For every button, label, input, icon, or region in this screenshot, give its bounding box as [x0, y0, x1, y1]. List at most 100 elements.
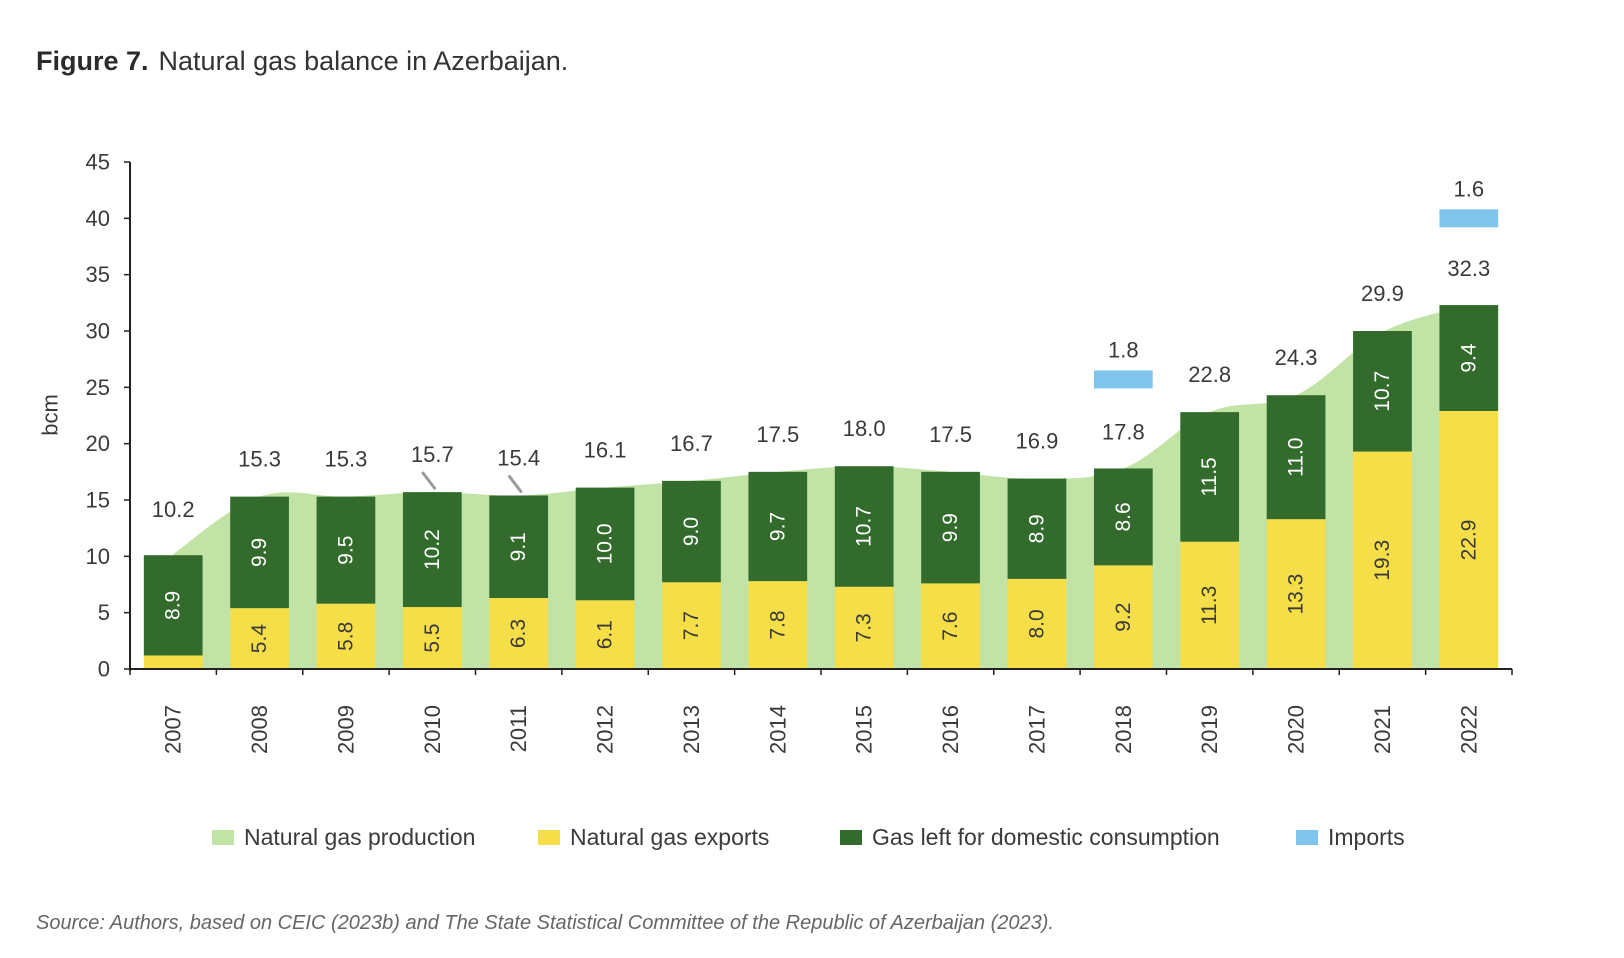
legend-item-exports: Natural gas exports	[538, 824, 769, 851]
x-tick-label-2011: 2011	[506, 705, 531, 752]
source-note: Source: Authors, based on CEIC (2023b) a…	[36, 912, 1054, 934]
domestic-value-label-2020: 11.0	[1285, 438, 1308, 477]
export-bar-2021	[1353, 451, 1412, 669]
domestic-bar-2022	[1439, 305, 1499, 411]
export-bar-2022	[1439, 410, 1499, 669]
x-tick-label-2009: 2009	[333, 705, 358, 754]
x-tick-label-2016: 2016	[938, 705, 963, 754]
export-value-label-2016: 7.6	[939, 612, 962, 641]
x-tick-label-2015: 2015	[852, 705, 877, 754]
domestic-value-label-2015: 10.7	[853, 506, 876, 547]
y-tick-label-5: 5	[98, 600, 110, 625]
export-value-label-2012: 6.1	[594, 620, 617, 649]
export-value-label-2019: 11.3	[1198, 586, 1221, 625]
export-bar-2016	[921, 583, 980, 669]
x-tick-label-2020: 2020	[1284, 705, 1309, 754]
x-tick-label-2007: 2007	[161, 705, 186, 754]
y-tick-label-25: 25	[86, 375, 110, 400]
export-value-label-2009: 5.8	[334, 622, 357, 651]
x-tick-label-2014: 2014	[765, 705, 790, 754]
x-tick-label-2019: 2019	[1197, 705, 1222, 754]
chart: 2007 2008 2009 2010 2011 2012 2013 2014 2015 2016…	[38, 150, 1513, 754]
export-value-label-2014: 7.8	[766, 610, 789, 639]
x-tick-label-2021: 2021	[1370, 705, 1395, 754]
domestic-bar-2012	[575, 487, 635, 601]
y-tick-label-0: 0	[98, 657, 110, 682]
production-value-label-2008: 15.3	[238, 447, 281, 472]
domestic-bar-2015	[834, 466, 894, 587]
y-axis-title: bcm	[38, 394, 63, 436]
domestic-value-label-2008: 9.9	[248, 538, 271, 567]
export-bar-2013	[662, 582, 721, 669]
legend-swatch-production	[212, 830, 234, 845]
production-value-label-2021: 29.9	[1361, 281, 1404, 306]
production-value-label-2013: 16.7	[670, 431, 713, 456]
export-bar-2020	[1266, 519, 1326, 669]
domestic-value-label-2007: 8.9	[162, 591, 185, 620]
export-value-label-2021: 19.3	[1371, 540, 1394, 581]
domestic-bar-2019	[1180, 412, 1240, 542]
leader-line-2010	[421, 471, 437, 491]
x-tick-label-2022: 2022	[1456, 705, 1481, 754]
imports-marker-2018	[1093, 370, 1153, 389]
domestic-bar-2011	[489, 495, 549, 599]
legend-item-production: Natural gas production	[212, 824, 475, 851]
legend-label-production: Natural gas production	[244, 824, 476, 850]
domestic-bar-2017	[1007, 478, 1067, 579]
domestic-value-label-2021: 10.7	[1371, 371, 1394, 412]
domestic-bar-2021	[1353, 331, 1412, 452]
legend-swatch-domestic	[840, 830, 862, 845]
domestic-bar-2014	[748, 471, 808, 582]
y-tick-label-15: 15	[86, 488, 110, 513]
production-value-label-2012: 16.1	[584, 438, 627, 463]
export-bar-2014	[748, 581, 808, 669]
domestic-value-label-2009: 9.5	[334, 536, 357, 565]
legend-label-domestic: Gas left for domestic consumption	[872, 824, 1220, 850]
domestic-bar-2008	[230, 496, 289, 609]
production-value-label-2011: 15.4	[497, 445, 540, 470]
domestic-value-label-2013: 9.0	[680, 517, 703, 546]
domestic-value-label-2018: 8.6	[1112, 502, 1135, 531]
domestic-value-label-2012: 10.0	[594, 524, 617, 565]
export-bar-2019	[1180, 541, 1240, 669]
domestic-value-label-2019: 11.5	[1198, 457, 1221, 496]
export-bar-2008	[230, 608, 289, 669]
production-value-label-2010: 15.7	[411, 442, 454, 467]
export-value-label-2017: 8.0	[1025, 609, 1048, 638]
y-tick-label-30: 30	[86, 319, 110, 344]
export-bar-2007	[143, 655, 203, 669]
x-tick-label-2017: 2017	[1024, 705, 1049, 754]
figure-caption: Natural gas balance in Azerbaijan.	[158, 46, 569, 76]
leader-line-2011	[507, 474, 523, 494]
production-value-label-2014: 17.5	[756, 422, 799, 447]
imports-value-label-2018: 1.8	[1108, 337, 1139, 362]
export-value-label-2015: 7.3	[853, 613, 876, 642]
x-tick-label-2012: 2012	[593, 705, 618, 754]
domestic-bar-2009	[316, 496, 376, 604]
domestic-bar-2010	[402, 492, 462, 608]
y-tick-label-45: 45	[86, 150, 110, 175]
export-value-label-2013: 7.7	[680, 611, 703, 640]
figure-label: Figure 7.	[36, 46, 149, 76]
production-value-label-2015: 18.0	[843, 416, 886, 441]
legend: Natural gas production Natural gas expor…	[0, 824, 1624, 860]
export-bar-2017	[1007, 578, 1067, 669]
legend-swatch-imports	[1296, 830, 1318, 845]
imports-value-label-2022: 1.6	[1454, 176, 1485, 201]
domestic-value-label-2010: 10.2	[421, 529, 444, 570]
x-tick-label-2013: 2013	[679, 705, 704, 754]
export-bar-2009	[316, 603, 376, 669]
domestic-value-label-2014: 9.7	[766, 512, 789, 541]
export-bar-2015	[834, 586, 894, 669]
export-value-label-2022: 22.9	[1457, 520, 1480, 561]
production-value-label-2020: 24.3	[1275, 345, 1318, 370]
production-value-label-2022: 32.3	[1447, 256, 1490, 281]
x-tick-label-2010: 2010	[420, 705, 445, 754]
production-value-label-2017: 16.9	[1016, 429, 1059, 454]
y-tick-label-10: 10	[86, 544, 110, 569]
domestic-value-label-2022: 9.4	[1457, 343, 1480, 373]
production-value-label-2018: 17.8	[1102, 419, 1145, 444]
imports-marker-2022	[1439, 209, 1499, 228]
domestic-bar-2013	[662, 480, 721, 583]
domestic-bar-2016	[921, 471, 980, 584]
